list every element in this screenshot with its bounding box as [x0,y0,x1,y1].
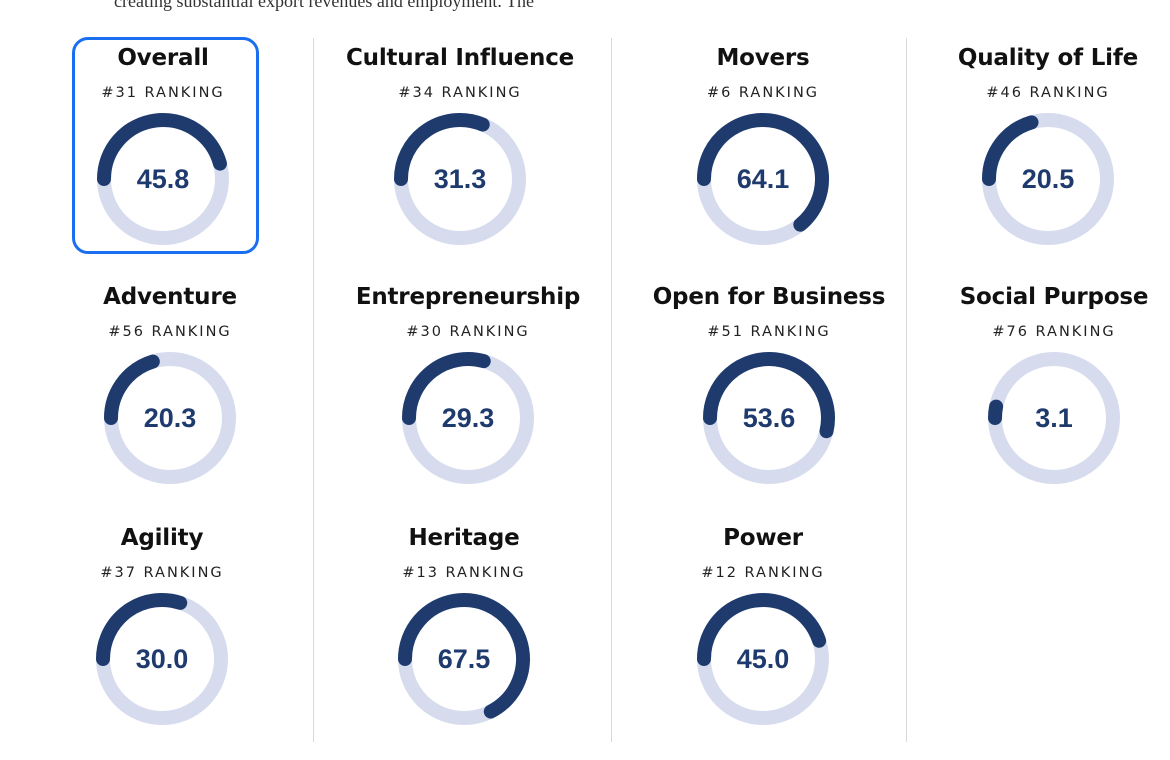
card-rank-label: #13 RANKING [402,565,526,581]
card-rank-label: #12 RANKING [701,565,825,581]
score-gauge: 20.5 [981,112,1115,246]
ranking-card[interactable]: Social Purpose #76 RANKING 3.1 [934,279,1170,489]
score-value: 53.6 [742,403,796,433]
card-title: Overall [117,45,209,71]
score-gauge: 53.6 [702,351,836,485]
score-value: 20.3 [143,403,197,433]
ranking-card[interactable]: Heritage #13 RANKING 67.5 [344,520,584,730]
card-title: Social Purpose [959,284,1149,310]
card-rank-label: #30 RANKING [406,324,530,340]
card-rank-label: #51 RANKING [707,324,831,340]
card-rank-label: #76 RANKING [992,324,1116,340]
gauge-value-arc [703,352,835,439]
score-value: 31.3 [433,164,487,194]
ranking-card[interactable]: Adventure #56 RANKING 20.3 [50,279,290,489]
ranking-card[interactable]: Entrepreneurship #30 RANKING 29.3 [348,279,588,489]
gauge-value-arc [402,352,491,425]
column-divider [611,38,612,742]
gauge-value-arc [697,113,829,232]
score-value: 45.8 [136,164,190,194]
score-value: 67.5 [437,644,491,674]
score-gauge: 29.3 [401,351,535,485]
card-title: Movers [716,45,810,71]
card-rank-label: #56 RANKING [108,324,232,340]
card-title: Heritage [408,525,520,551]
score-gauge: 45.0 [696,592,830,726]
gauge-value-arc [96,593,188,666]
score-gauge: 45.8 [96,112,230,246]
score-gauge: 64.1 [696,112,830,246]
card-title: Entrepreneurship [355,284,581,310]
ranking-card[interactable]: Cultural Influence #34 RANKING 31.3 [340,40,580,250]
score-gauge: 20.3 [103,351,237,485]
card-rank-label: #6 RANKING [706,85,820,101]
intro-paragraph-text: creating substantial export revenues and… [114,0,535,11]
card-rank-label: #31 RANKING [101,85,225,101]
ranking-card[interactable]: Movers #6 RANKING 64.1 [643,40,883,250]
gauge-value-arc [982,115,1039,186]
ranking-card[interactable]: Quality of Life #46 RANKING 20.5 [928,40,1168,250]
ranking-card[interactable]: Power #12 RANKING 45.0 [643,520,883,730]
gauge-value-arc [97,113,227,186]
score-gauge: 3.1 [987,351,1121,485]
score-value: 3.1 [1035,403,1073,433]
card-title: Power [723,525,803,551]
score-gauge: 31.3 [393,112,527,246]
gauge-value-arc [394,113,490,186]
score-value: 64.1 [736,164,790,194]
card-rank-label: #37 RANKING [100,565,224,581]
score-value: 20.5 [1021,164,1075,194]
score-gauge: 67.5 [397,592,531,726]
ranking-card[interactable]: Agility #37 RANKING 30.0 [42,520,282,730]
card-title: Open for Business [652,284,886,310]
ranking-card[interactable]: Overall #31 RANKING 45.8 [43,40,283,250]
gauge-value-arc [104,354,160,425]
gauge-value-arc [697,593,827,666]
score-value: 30.0 [135,644,189,674]
card-rank-label: #46 RANKING [986,85,1110,101]
card-title: Cultural Influence [345,45,575,71]
column-divider [906,38,907,742]
gauge-value-arc [398,593,530,719]
gauge-value-arc [988,399,1004,425]
card-title: Adventure [103,284,237,310]
column-divider [313,38,314,742]
card-rank-label: #34 RANKING [398,85,522,101]
card-title: Agility [120,525,204,551]
card-title: Quality of Life [957,45,1139,71]
score-gauge: 30.0 [95,592,229,726]
ranking-card[interactable]: Open for Business #51 RANKING 53.6 [649,279,889,489]
score-value: 29.3 [441,403,495,433]
score-value: 45.0 [736,644,790,674]
